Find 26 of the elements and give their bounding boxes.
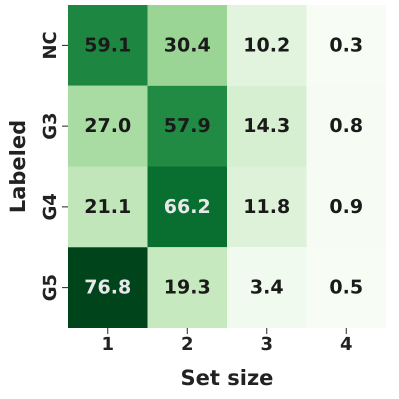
x-axis-title: Set size [180,366,274,390]
data-label: 21.1 [84,196,132,218]
y-tick-label: NC [40,31,61,60]
data-label: 0.5 [329,276,364,299]
y-tick-label: G5 [40,274,61,302]
data-label: 59.1 [84,34,132,56]
data-label: 19.3 [164,276,211,299]
data-label: 0.9 [329,196,364,218]
data-label: 0.3 [329,34,364,56]
data-label: 76.8 [84,276,132,299]
data-label: 3.4 [250,276,284,299]
y-tick-label: G3 [40,112,61,140]
x-tick-label: 2 [180,334,194,355]
data-label: 0.8 [329,115,364,138]
data-label: 30.4 [164,34,211,56]
data-label: 57.9 [164,115,211,138]
data-label: 27.0 [84,115,132,138]
y-axis-title: Labeled [6,120,30,214]
data-label: 11.8 [243,196,290,218]
y-tick-label: G4 [40,193,61,221]
x-tick-label: 1 [101,334,114,355]
x-tick-label: 3 [260,334,274,355]
data-label: 14.3 [243,115,290,138]
x-tick-label: 4 [340,334,353,355]
data-label: 66.2 [164,196,211,218]
data-label: 10.2 [243,34,290,56]
